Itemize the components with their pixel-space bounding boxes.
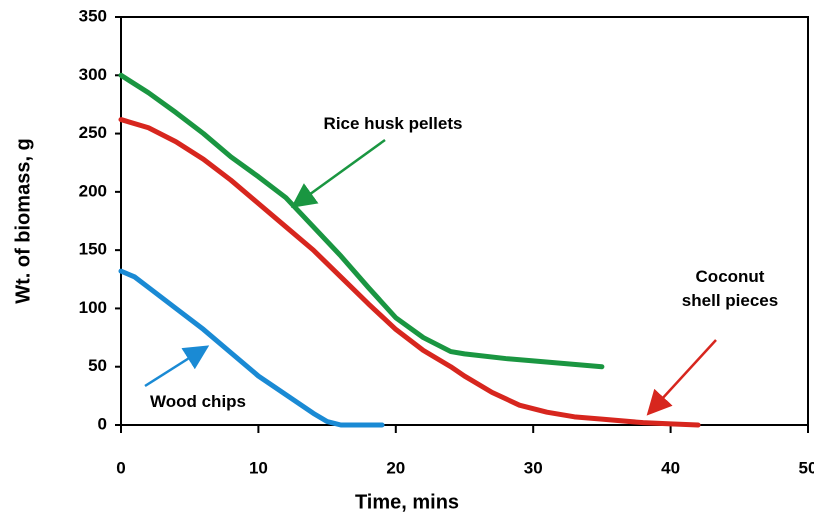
y-tick-label: 350 <box>79 6 107 25</box>
y-tick-label: 250 <box>79 123 107 142</box>
x-tick-label: 20 <box>386 458 405 477</box>
x-tick-label: 40 <box>661 458 680 477</box>
plot-frame <box>120 16 809 426</box>
annotation: Coconut shell pieces <box>681 267 779 310</box>
series-line <box>118 268 385 428</box>
y-tick-label: 200 <box>79 181 107 200</box>
arrow <box>290 138 386 208</box>
series-line <box>118 72 605 370</box>
y-tick-label: 100 <box>79 298 107 317</box>
annotation: Wood chips <box>149 392 246 411</box>
series-line <box>118 117 701 428</box>
y-tick-label: 150 <box>79 240 107 259</box>
x-axis-title: Time, mins <box>355 491 459 513</box>
x-tick-label: 10 <box>249 458 268 477</box>
y-tick-label: 300 <box>79 65 107 84</box>
annotation-arrows <box>144 138 717 416</box>
arrow <box>646 339 717 416</box>
y-tick-label: 0 <box>98 414 107 433</box>
annotation: Rice husk pellets <box>323 114 463 133</box>
y-tick-label: 50 <box>88 356 107 375</box>
x-tick-label: 50 <box>799 458 814 477</box>
y-axis-title: Wt. of biomass, g <box>12 138 34 304</box>
arrow <box>144 345 210 388</box>
x-tick-label: 30 <box>524 458 543 477</box>
x-tick-label: 0 <box>116 458 125 477</box>
